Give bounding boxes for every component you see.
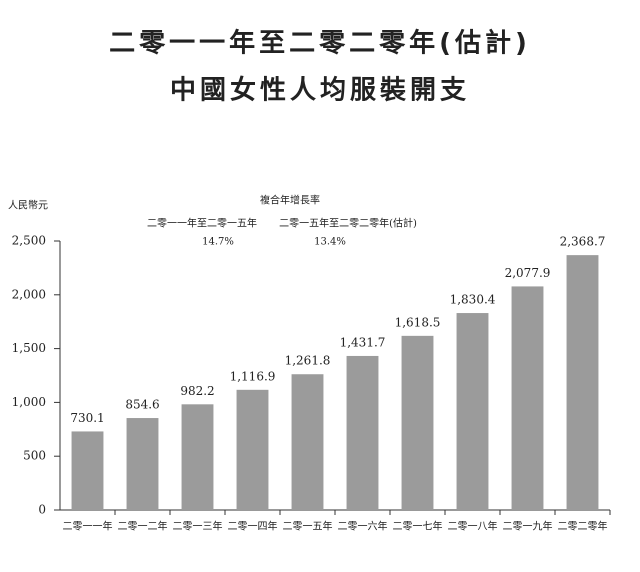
x-tick-label: 二零一三年 [173, 520, 223, 533]
value-label: 1,618.5 [395, 315, 441, 329]
bar [346, 355, 379, 510]
value-label: 730.1 [70, 411, 104, 425]
value-label: 2,368.7 [560, 235, 606, 249]
bar [456, 313, 489, 510]
value-label: 1,431.7 [340, 335, 386, 349]
y-tick-label: 2,500 [12, 234, 46, 248]
x-tick-label: 二零二零年 [558, 520, 608, 533]
value-label: 1,116.9 [230, 369, 276, 383]
x-tick-label: 二零一九年 [503, 520, 553, 533]
x-tick-label: 二零一八年 [448, 520, 498, 533]
bar [401, 335, 434, 510]
y-tick-label: 500 [23, 449, 46, 463]
chart-subtitle: 中國女性人均服裝開支 [170, 75, 470, 106]
x-tick-label: 二零一七年 [393, 520, 443, 533]
cagr-rate: 14.7% [202, 237, 234, 248]
y-tick-label: 2,000 [12, 287, 46, 301]
value-label: 1,261.8 [285, 354, 331, 368]
y-tick-label: 1,000 [12, 395, 46, 409]
cagr-period: 二零一五年至二零二零年(估計) [279, 217, 417, 230]
y-tick-label: 1,500 [12, 341, 46, 355]
value-label: 1,830.4 [450, 293, 496, 307]
x-tick-label: 二零一二年 [118, 520, 168, 533]
cagr-title: 複合年增長率 [260, 194, 320, 207]
y-tick-label: 0 [38, 503, 46, 517]
x-tick-label: 二零一四年 [228, 520, 278, 533]
cagr-rate: 13.4% [314, 237, 346, 248]
chart-title: 二零一一年至二零二零年(估計) [109, 28, 531, 59]
bar [126, 418, 159, 510]
value-label: 982.2 [180, 384, 214, 398]
bar [71, 431, 104, 510]
y-axis-label: 人民幣元 [8, 200, 48, 212]
bar [511, 286, 544, 510]
bar [236, 389, 269, 510]
x-tick-label: 二零一五年 [283, 520, 333, 533]
value-label: 2,077.9 [505, 266, 551, 280]
bar [566, 255, 599, 510]
cagr-period: 二零一一年至二零一五年 [147, 217, 257, 230]
x-tick-label: 二零一六年 [338, 520, 388, 533]
x-tick-label: 二零一一年 [63, 520, 113, 533]
bar [291, 374, 324, 510]
value-label: 854.6 [125, 398, 159, 412]
bar [181, 404, 214, 510]
